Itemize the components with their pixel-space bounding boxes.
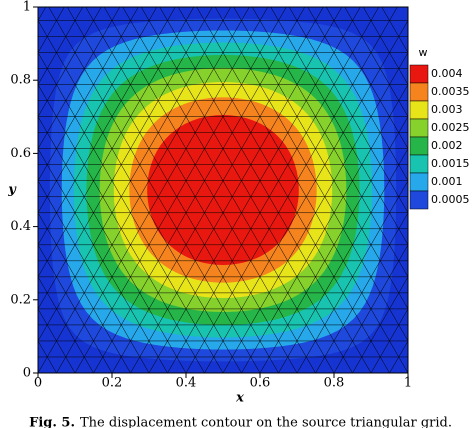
mesh-line xyxy=(222,52,408,373)
y-tick-label: 0.4 xyxy=(10,219,31,234)
mesh-line xyxy=(111,7,324,373)
mesh-line xyxy=(93,7,306,373)
mesh-line xyxy=(38,7,121,150)
legend-swatch xyxy=(409,64,429,84)
mesh-line xyxy=(288,7,408,214)
mesh-line xyxy=(241,84,408,373)
mesh-line xyxy=(370,308,408,373)
legend-label: 0.0025 xyxy=(431,121,470,134)
mesh-line xyxy=(38,7,232,342)
mesh-line xyxy=(56,7,269,373)
figure-label: Fig. 5. xyxy=(29,416,75,428)
mesh-line xyxy=(278,148,408,373)
x-tick-label: 1 xyxy=(404,376,412,391)
x-tick-label: 0 xyxy=(34,376,42,391)
legend-swatch xyxy=(409,100,429,120)
mesh-line xyxy=(159,7,372,373)
mesh-line xyxy=(38,7,176,246)
mesh-line xyxy=(38,148,168,373)
mesh-line xyxy=(38,244,113,373)
legend-label: 0.0035 xyxy=(431,85,470,98)
mesh-line xyxy=(140,7,353,373)
mesh-line xyxy=(38,52,224,373)
mesh-line xyxy=(325,7,408,150)
mesh-line xyxy=(214,7,408,342)
mesh-line xyxy=(85,7,298,373)
mesh-line xyxy=(38,7,158,214)
mesh-line xyxy=(38,276,94,373)
mesh-line xyxy=(352,276,408,373)
mesh-line xyxy=(333,244,408,373)
legend-swatch xyxy=(409,82,429,102)
legend-label: 0.001 xyxy=(431,175,463,188)
mesh-line xyxy=(130,7,343,373)
legend-swatch xyxy=(409,118,429,138)
y-tick-label: 0 xyxy=(23,366,31,381)
legend-swatch xyxy=(409,154,429,174)
mesh-line xyxy=(38,212,131,373)
mesh-line xyxy=(177,7,390,373)
legend-label: 0.0005 xyxy=(431,193,470,206)
mesh-line xyxy=(38,7,250,373)
x-tick-label: 0.8 xyxy=(324,376,345,391)
mesh-line xyxy=(148,7,361,373)
x-tick-label: 0.2 xyxy=(102,376,123,391)
legend-label: 0.003 xyxy=(431,103,463,116)
mesh-line xyxy=(296,180,408,373)
mesh-line xyxy=(38,7,139,182)
mesh-line xyxy=(38,116,187,373)
mesh-line xyxy=(204,20,408,373)
mesh-line xyxy=(38,84,205,373)
legend-label: 0.004 xyxy=(431,67,463,80)
mesh-line xyxy=(233,7,408,310)
legend-swatch xyxy=(409,172,429,192)
mesh-line xyxy=(38,7,102,118)
x-axis-label: x xyxy=(235,391,244,406)
mesh-line xyxy=(122,7,335,373)
mesh-line xyxy=(445,7,474,373)
mesh-line xyxy=(251,7,408,278)
mesh-line xyxy=(464,7,474,373)
mesh-line xyxy=(38,372,39,373)
plot-area xyxy=(0,7,474,373)
mesh-line xyxy=(38,20,242,373)
y-tick-label: 0.8 xyxy=(10,73,31,88)
mesh-line xyxy=(66,7,279,373)
mesh-line xyxy=(38,7,84,86)
mesh-line xyxy=(38,7,195,278)
mesh-line xyxy=(185,7,398,373)
x-tick-label: 0.4 xyxy=(176,376,197,391)
contour-band xyxy=(147,115,299,265)
plot-frame xyxy=(37,6,409,374)
mesh-line xyxy=(167,7,380,373)
mesh-line xyxy=(74,7,287,373)
legend-title: w xyxy=(419,46,428,59)
mesh-line xyxy=(427,7,474,373)
mesh-line xyxy=(38,180,150,373)
caption: The displacement contour on the source t… xyxy=(80,416,452,428)
legend-swatch xyxy=(409,136,429,156)
mesh-line xyxy=(38,7,213,310)
mesh-line xyxy=(48,7,261,373)
mesh-line xyxy=(344,7,408,118)
mesh-line xyxy=(196,7,408,373)
mesh-line xyxy=(362,7,408,86)
mesh-line xyxy=(315,212,408,373)
y-tick-label: 0.6 xyxy=(10,146,31,161)
mesh-line xyxy=(259,116,408,373)
y-tick-label: 1 xyxy=(23,0,31,15)
legend-swatch xyxy=(409,190,429,210)
legend-label: 0.002 xyxy=(431,139,463,152)
legend-label: 0.0015 xyxy=(431,157,470,170)
y-axis-label: y xyxy=(7,183,17,198)
mesh-line xyxy=(270,7,408,246)
mesh-line xyxy=(103,7,316,373)
x-tick-label: 0.6 xyxy=(250,376,271,391)
y-tick-label: 0.2 xyxy=(10,292,31,307)
mesh-line xyxy=(38,308,76,373)
mesh-line xyxy=(307,7,408,182)
mesh-line xyxy=(0,7,1,373)
